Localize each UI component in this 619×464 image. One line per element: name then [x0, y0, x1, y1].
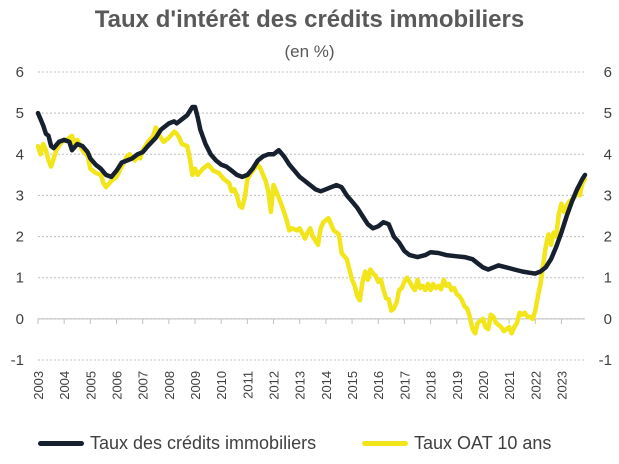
- x-tick-label: 2016: [371, 371, 386, 400]
- legend-item-oat: Taux OAT 10 ans: [362, 430, 551, 456]
- x-tick-label: 2017: [397, 371, 412, 400]
- legend-label-oat: Taux OAT 10 ans: [414, 432, 552, 453]
- y-tick-label-left: 3: [16, 187, 24, 204]
- y-tick-label-right: 2: [604, 229, 612, 246]
- y-tick-label-right: -1: [599, 352, 612, 369]
- y-axis-left: 6 5 4 3 2 1 0 -1: [11, 64, 24, 369]
- legend-swatch-credits: [38, 440, 84, 446]
- y-tick-label-left: -1: [11, 352, 24, 369]
- y-tick-label-right: 4: [604, 146, 612, 163]
- y-tick-label-right: 1: [604, 270, 612, 287]
- x-tick-label: 2006: [110, 371, 125, 400]
- x-tick-label: 2013: [293, 371, 308, 400]
- x-axis: 2003 2004 2005 2006 2007 2008 2009 2010 2011 2012…: [31, 318, 585, 400]
- y-tick-label-right: 5: [604, 105, 612, 122]
- x-tick-label: 2021: [502, 371, 517, 400]
- y-tick-label-right: 3: [604, 187, 612, 204]
- x-tick-label: 2019: [450, 371, 465, 400]
- y-tick-label-left: 5: [16, 105, 24, 122]
- y-tick-label-left: 4: [16, 146, 24, 163]
- x-tick-label: 2014: [319, 371, 334, 400]
- x-tick-label: 2015: [345, 371, 360, 400]
- y-tick-label-right: 6: [604, 64, 612, 81]
- gridlines: [38, 71, 585, 361]
- legend-item-credits: Taux des crédits immobiliers: [38, 430, 316, 456]
- y-axis-right: 6 5 4 3 2 1 0 -1: [599, 64, 612, 369]
- x-tick-label: 2009: [188, 371, 203, 400]
- x-tick-label: 2012: [267, 371, 282, 400]
- x-tick-label: 2020: [476, 371, 491, 400]
- line-chart: 6 5 4 3 2 1 0 -1 6 5 4 3 2 1 0 -1 2003 2004 2005 2006 2007…: [11, 64, 612, 400]
- series-lines: [35, 104, 588, 336]
- x-tick-label: 2007: [136, 371, 151, 400]
- x-tick-label: 2003: [31, 371, 46, 400]
- y-tick-label-left: 0: [16, 311, 24, 328]
- chart-title: Taux d'intérêt des crédits immobiliers: [94, 6, 525, 33]
- x-tick-label: 2023: [554, 371, 569, 400]
- y-tick-label-left: 6: [16, 64, 24, 81]
- y-tick-label-right: 0: [604, 311, 612, 328]
- x-tick-label: 2004: [57, 371, 72, 400]
- x-tick-label: 2008: [162, 371, 177, 400]
- legend-swatch-oat: [362, 440, 408, 446]
- chart-subtitle: (en %): [284, 42, 335, 61]
- y-tick-label-left: 1: [16, 270, 24, 287]
- x-tick-label: 2010: [214, 371, 229, 400]
- x-tick-label: 2022: [528, 371, 543, 400]
- series-line-oat: [35, 125, 588, 336]
- x-tick-label: 2005: [83, 371, 98, 400]
- x-tick-label: 2011: [240, 371, 255, 399]
- y-tick-label-left: 2: [16, 229, 24, 246]
- legend-label-credits: Taux des crédits immobiliers: [90, 432, 317, 453]
- x-tick-label: 2018: [424, 371, 439, 400]
- series-line-credits: [35, 104, 588, 276]
